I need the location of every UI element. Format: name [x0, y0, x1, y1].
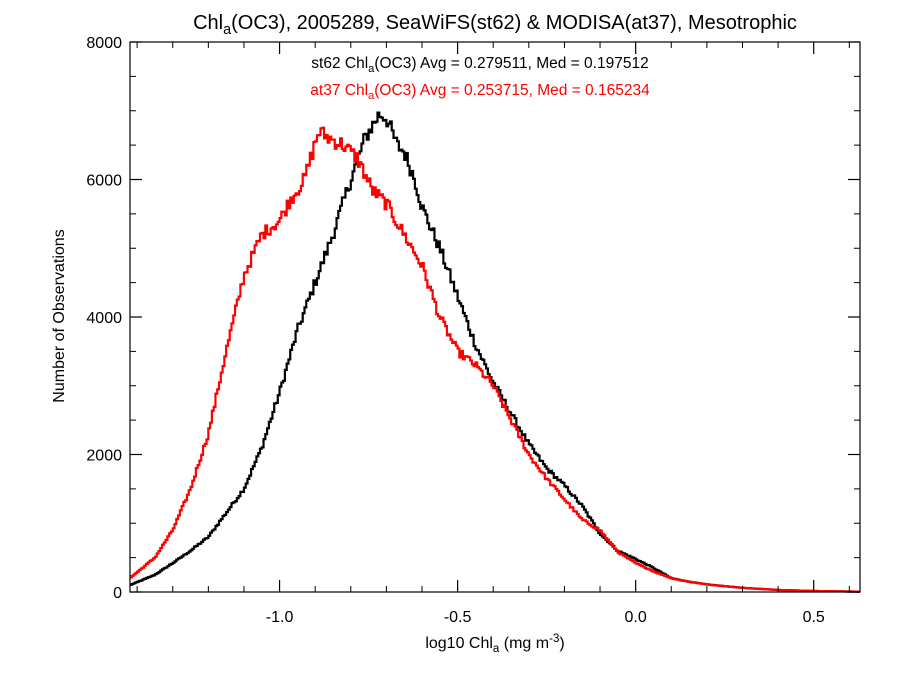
- annotation-at37: at37 Chla(OC3) Avg = 0.253715, Med = 0.1…: [310, 82, 650, 102]
- x-tick-label: 0.5: [803, 609, 825, 626]
- x-axis-label: log10 Chla (mg m-3): [425, 633, 564, 655]
- chart-title: Chla(OC3), 2005289, SeaWiFS(st62) & MODI…: [193, 12, 797, 38]
- series-line-st62: [130, 111, 860, 593]
- y-tick-label: 8000: [86, 35, 122, 52]
- y-tick-label: 0: [113, 585, 122, 602]
- plot-frame: [129, 41, 861, 593]
- annotation-st62: st62 Chla(OC3) Avg = 0.279511, Med = 0.1…: [311, 55, 648, 75]
- x-tick-label: 0.0: [625, 609, 647, 626]
- x-tick-label: -0.5: [444, 609, 472, 626]
- y-axis-label: Number of Observations: [51, 229, 68, 402]
- series-layer: [130, 111, 860, 593]
- y-tick-label: 4000: [86, 310, 122, 327]
- x-tick-label: -1.0: [266, 609, 294, 626]
- series-line-at37: [130, 126, 860, 593]
- axis-layer: -1.0 -0.5 0.0 0.5 0 2000 4000 6000 8000: [86, 35, 861, 626]
- y-tick-label: 6000: [86, 173, 122, 190]
- y-tick-label: 2000: [86, 448, 122, 465]
